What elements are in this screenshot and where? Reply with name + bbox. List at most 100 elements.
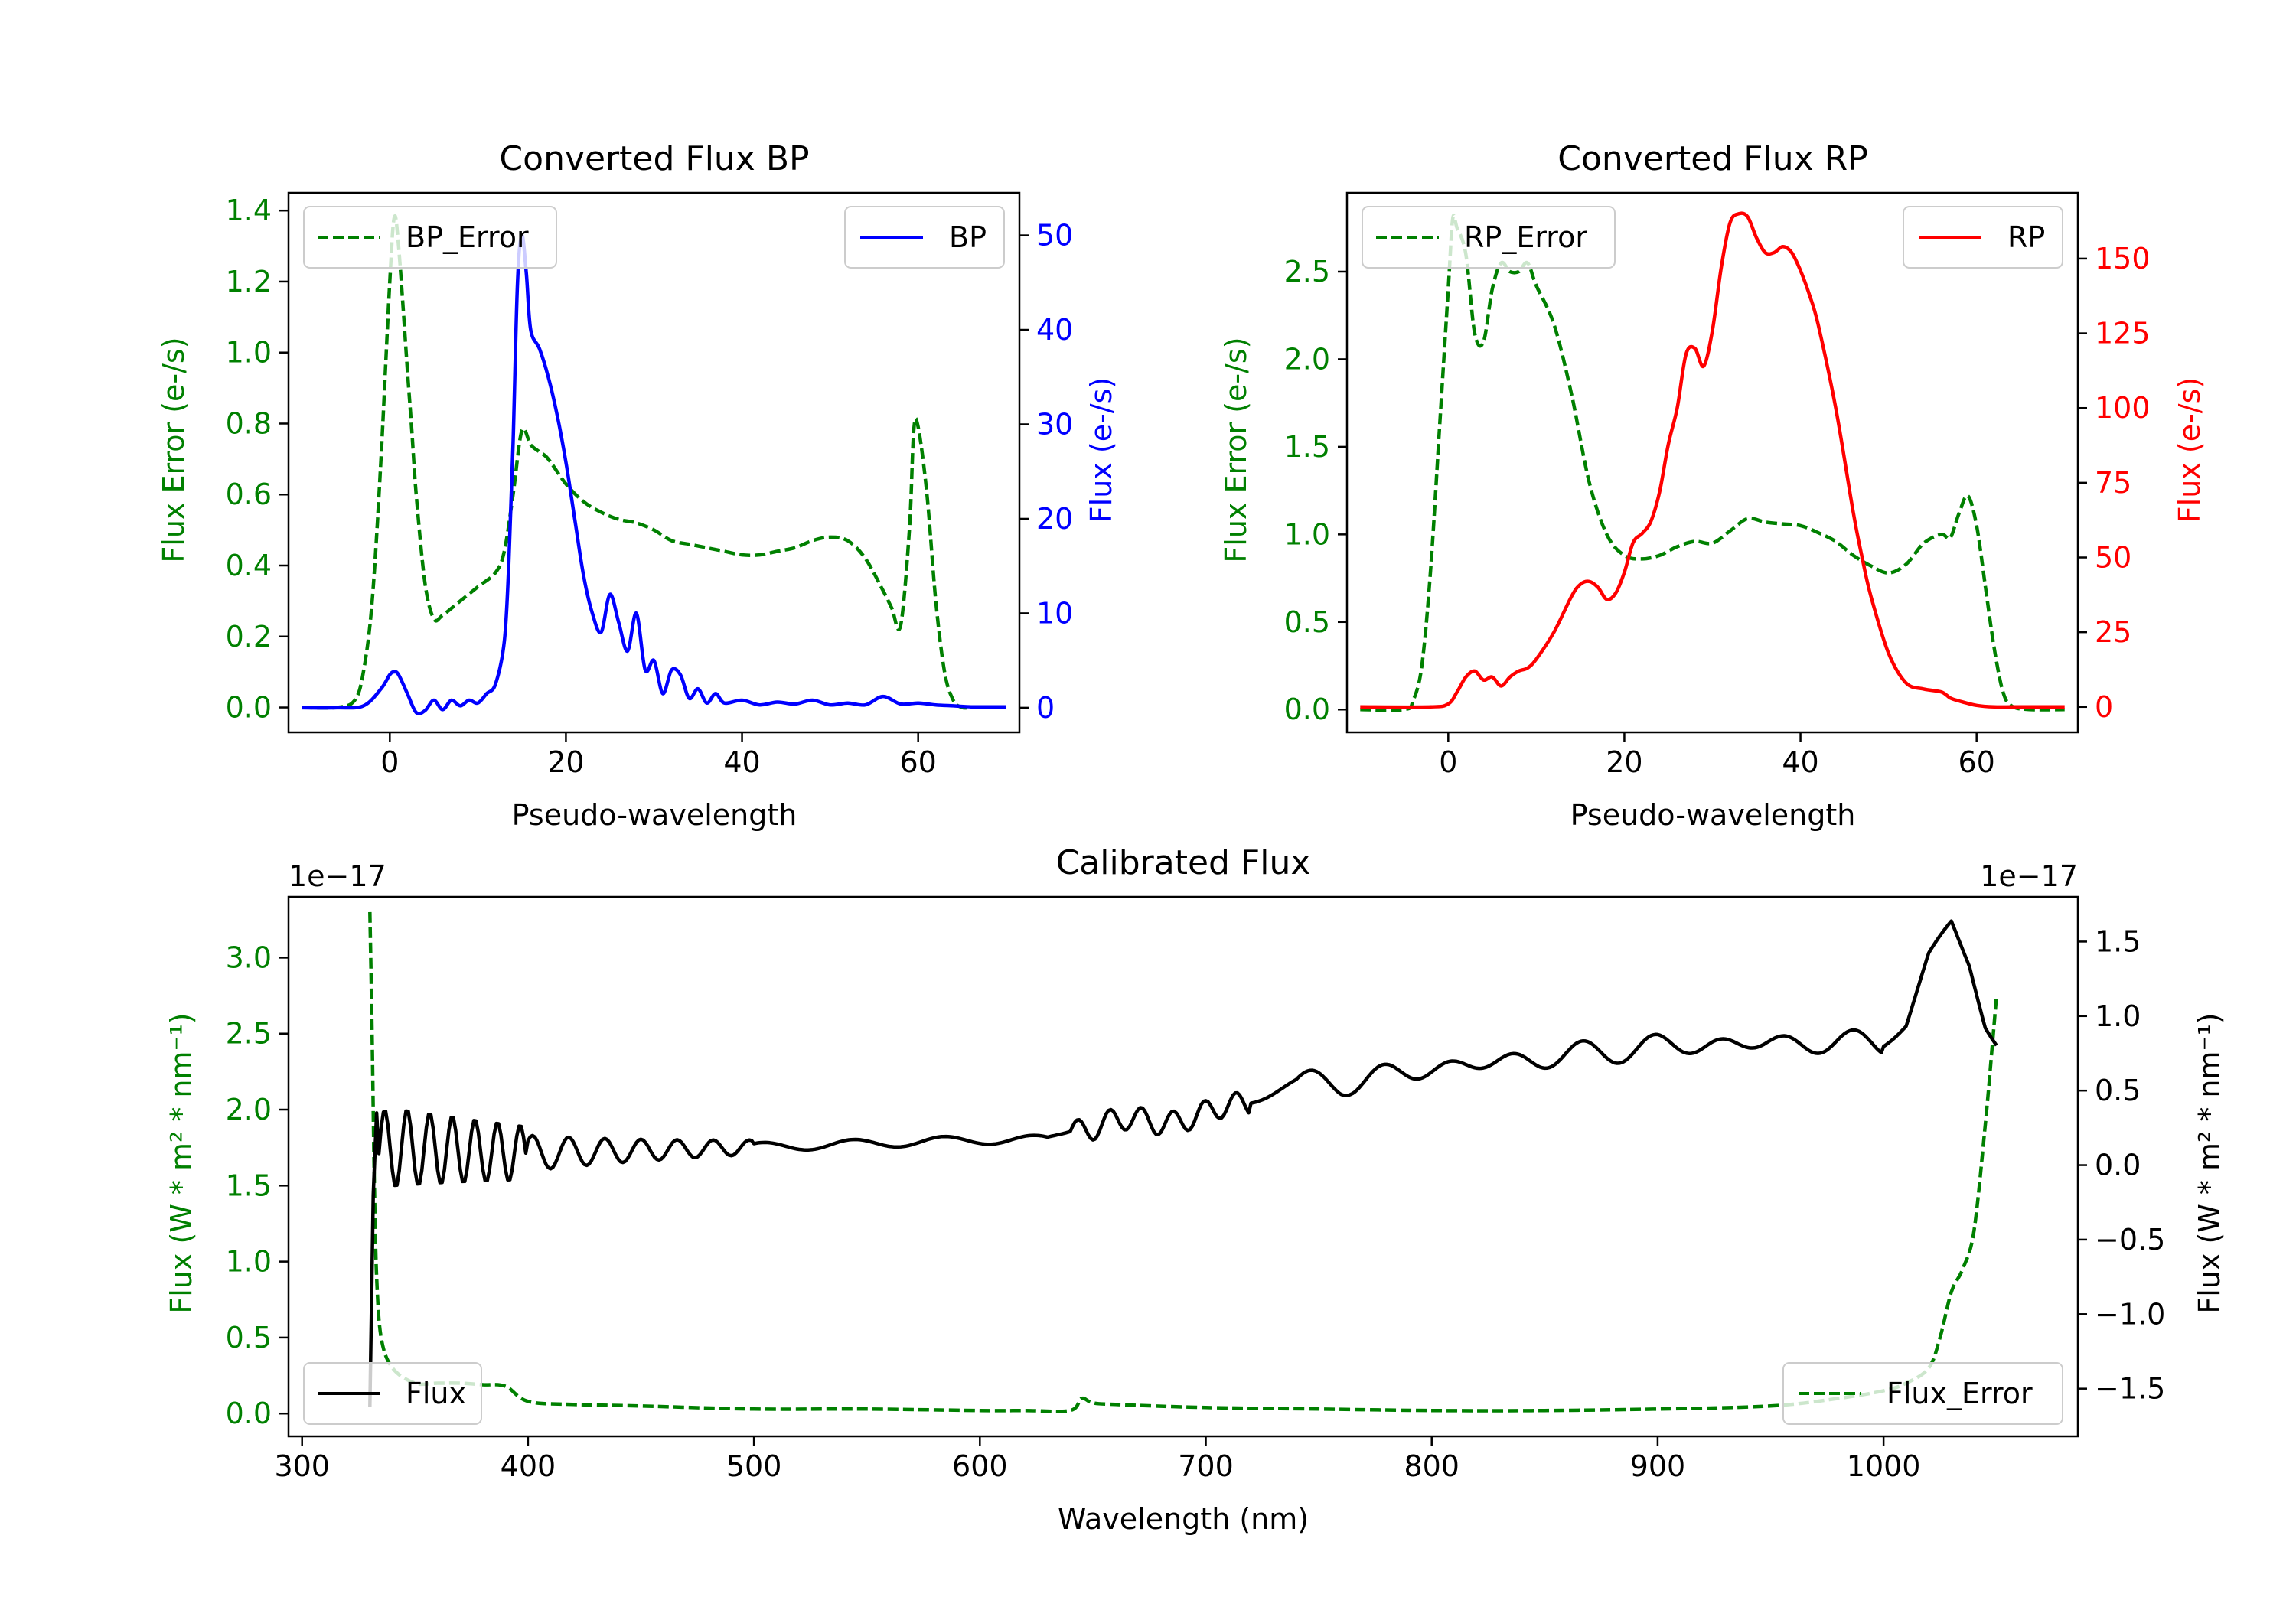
rp-ylabel-right: Flux (e-/s)	[2173, 377, 2206, 523]
rp-axes-frame	[1345, 191, 2079, 734]
calibrated-ytick-right-label: 0.0	[2095, 1149, 2141, 1182]
calibrated-xtick-label: 300	[274, 1449, 330, 1483]
calibrated-legend-error: Flux_Error	[1782, 1362, 2063, 1425]
bp-axes-frame	[287, 191, 1021, 734]
calibrated-axes-frame	[287, 895, 2079, 1438]
bp-xtick-label: 20	[547, 745, 584, 779]
calibrated-ytick-left-label: 1.5	[226, 1169, 272, 1202]
rp-ytick-right-label: 150	[2095, 242, 2151, 275]
rp-legend-error: RP_Error	[1362, 206, 1616, 269]
rp-ytick-left-label: 2.0	[1284, 342, 1330, 376]
calibrated-legend-flux-label: Flux	[406, 1377, 466, 1410]
rp-ytick-right-label: 75	[2095, 466, 2131, 500]
rp-legend-flux: RP	[1903, 206, 2063, 269]
bp-xtick-label: 40	[723, 745, 760, 779]
calibrated-panel: Calibrated Flux Wavelength (nm) Flux (W …	[165, 843, 2226, 1536]
rp-ytick-left-label: 2.5	[1284, 255, 1330, 288]
calibrated-ytick-left-label: 3.0	[226, 940, 272, 974]
calibrated-legend-flux-box	[303, 1362, 482, 1425]
rp-ytick-left-label: 1.0	[1284, 517, 1330, 551]
calibrated-ytick-right-label: −1.5	[2095, 1372, 2165, 1406]
bp-legend-error: BP_Error	[303, 206, 557, 269]
rp-plot-area: 0 20 40 60 0.0 0.5 1.0 1.5 2.0 2.5 0 25 50 75 100 125 15…	[1284, 211, 2151, 779]
calibrated-ytick-left-label: 0.0	[226, 1397, 272, 1430]
bp-ytick-left-label: 0.2	[226, 620, 272, 654]
calibrated-ytick-left-label: 2.0	[226, 1093, 272, 1126]
rp-ytick-right-label: 125	[2095, 317, 2151, 350]
bp-xtick-label: 60	[900, 745, 937, 779]
calibrated-ytick-left-label: 2.5	[226, 1017, 272, 1051]
rp-xlabel: Pseudo-wavelength	[1570, 798, 1856, 832]
bp-ytick-right-label: 30	[1036, 407, 1073, 441]
bp-ytick-left-label: 1.0	[226, 336, 272, 370]
rp-legend-error-box	[1362, 206, 1616, 269]
bp-ytick-left-label: 0.8	[226, 406, 272, 440]
calibrated-xtick-label: 500	[726, 1449, 782, 1483]
bp-ylabel-left: Flux Error (e-/s)	[157, 337, 191, 562]
rp-ytick-right-label: 100	[2095, 391, 2151, 425]
calibrated-ytick-left-label: 1.0	[226, 1245, 272, 1279]
bp-ytick-right-label: 10	[1036, 596, 1073, 630]
bp-xtick-label: 0	[380, 745, 399, 779]
calibrated-xtick-label: 600	[952, 1449, 1008, 1483]
rp-ytick-right-label: 50	[2095, 541, 2131, 575]
calibrated-ytick-right-label: 1.5	[2095, 924, 2141, 958]
bp-xlabel: Pseudo-wavelength	[512, 798, 797, 832]
calibrated-plot-area: 300 400 500 600 700 800 900 1000 0.0 0.5 1.0 1.5 2.0…	[226, 911, 2165, 1483]
bp-ytick-left-label: 0.4	[226, 549, 272, 582]
bp-legend-flux: BP	[844, 206, 1005, 269]
calibrated-offset-left: 1e−17	[289, 859, 386, 893]
calibrated-xtick-label: 800	[1404, 1449, 1459, 1483]
rp-panel: Converted Flux RP Pseudo-wavelength Flux…	[1219, 139, 2206, 832]
calibrated-title: Calibrated Flux	[1056, 843, 1311, 882]
rp-series-rp	[1360, 211, 2065, 709]
calibrated-xlabel: Wavelength (nm)	[1058, 1502, 1309, 1536]
bp-legend-error-box	[303, 206, 557, 269]
calibrated-legend-error-box	[1782, 1362, 2063, 1425]
calibrated-ylabel-left: Flux (W * m² * nm⁻¹)	[165, 1012, 198, 1313]
rp-title: Converted Flux RP	[1557, 139, 1868, 178]
bp-legend-flux-box	[844, 206, 1005, 269]
bp-ytick-right-label: 0	[1036, 691, 1055, 725]
calibrated-series-flux	[368, 919, 1998, 1407]
bp-ytick-left-label: 1.4	[226, 194, 272, 227]
calibrated-offset-right: 1e−17	[1980, 859, 2078, 893]
bp-panel: Converted Flux BP Pseudo-wavelength Flux…	[157, 139, 1118, 832]
rp-ytick-left-label: 0.0	[1284, 693, 1330, 726]
rp-legend-error-label: RP_Error	[1464, 220, 1587, 254]
bp-legend-flux-label: BP	[949, 220, 987, 254]
rp-legend-flux-label: RP	[2007, 220, 2045, 254]
bp-plot-area: 0 20 40 60 0.0 0.2 0.4 0.6 0.8 1.0 1.2 1.4 0 10 20 30 40…	[226, 194, 1074, 779]
bp-ytick-left-label: 0.0	[226, 691, 272, 725]
bp-ytick-left-label: 0.6	[226, 478, 272, 511]
rp-xtick-label: 60	[1958, 745, 1995, 779]
calibrated-ytick-right-label: 0.5	[2095, 1074, 2141, 1107]
rp-ylabel-left: Flux Error (e-/s)	[1219, 337, 1253, 562]
calibrated-ytick-right-label: 1.0	[2095, 999, 2141, 1033]
bp-ytick-left-label: 1.2	[226, 265, 272, 298]
rp-ytick-right-label: 0	[2095, 690, 2113, 724]
bp-ytick-right-label: 40	[1036, 313, 1073, 347]
bp-series-bp-error	[302, 214, 1006, 710]
calibrated-xtick-label: 400	[501, 1449, 556, 1483]
calibrated-xtick-label: 700	[1178, 1449, 1234, 1483]
calibrated-ytick-right-label: −0.5	[2095, 1223, 2165, 1257]
rp-xtick-label: 20	[1606, 745, 1642, 779]
bp-ytick-right-label: 20	[1036, 502, 1073, 536]
rp-xtick-label: 40	[1782, 745, 1818, 779]
calibrated-legend-error-label: Flux_Error	[1887, 1377, 2033, 1410]
calibrated-ytick-right-label: −1.0	[2095, 1297, 2165, 1331]
rp-legend-flux-box	[1903, 206, 2063, 269]
rp-ytick-left-label: 0.5	[1284, 605, 1330, 639]
calibrated-xtick-label: 1000	[1847, 1449, 1921, 1483]
calibrated-xtick-label: 900	[1630, 1449, 1686, 1483]
calibrated-ylabel-right: Flux (W * m² * nm⁻¹)	[2193, 1012, 2226, 1313]
calibrated-ytick-left-label: 0.5	[226, 1321, 272, 1354]
rp-ytick-right-label: 25	[2095, 615, 2131, 649]
bp-ylabel-right: Flux (e-/s)	[1084, 377, 1118, 523]
rp-xtick-label: 0	[1439, 745, 1457, 779]
bp-series-bp	[302, 233, 1006, 715]
rp-ytick-left-label: 1.5	[1284, 430, 1330, 464]
bp-title: Converted Flux BP	[499, 139, 809, 178]
